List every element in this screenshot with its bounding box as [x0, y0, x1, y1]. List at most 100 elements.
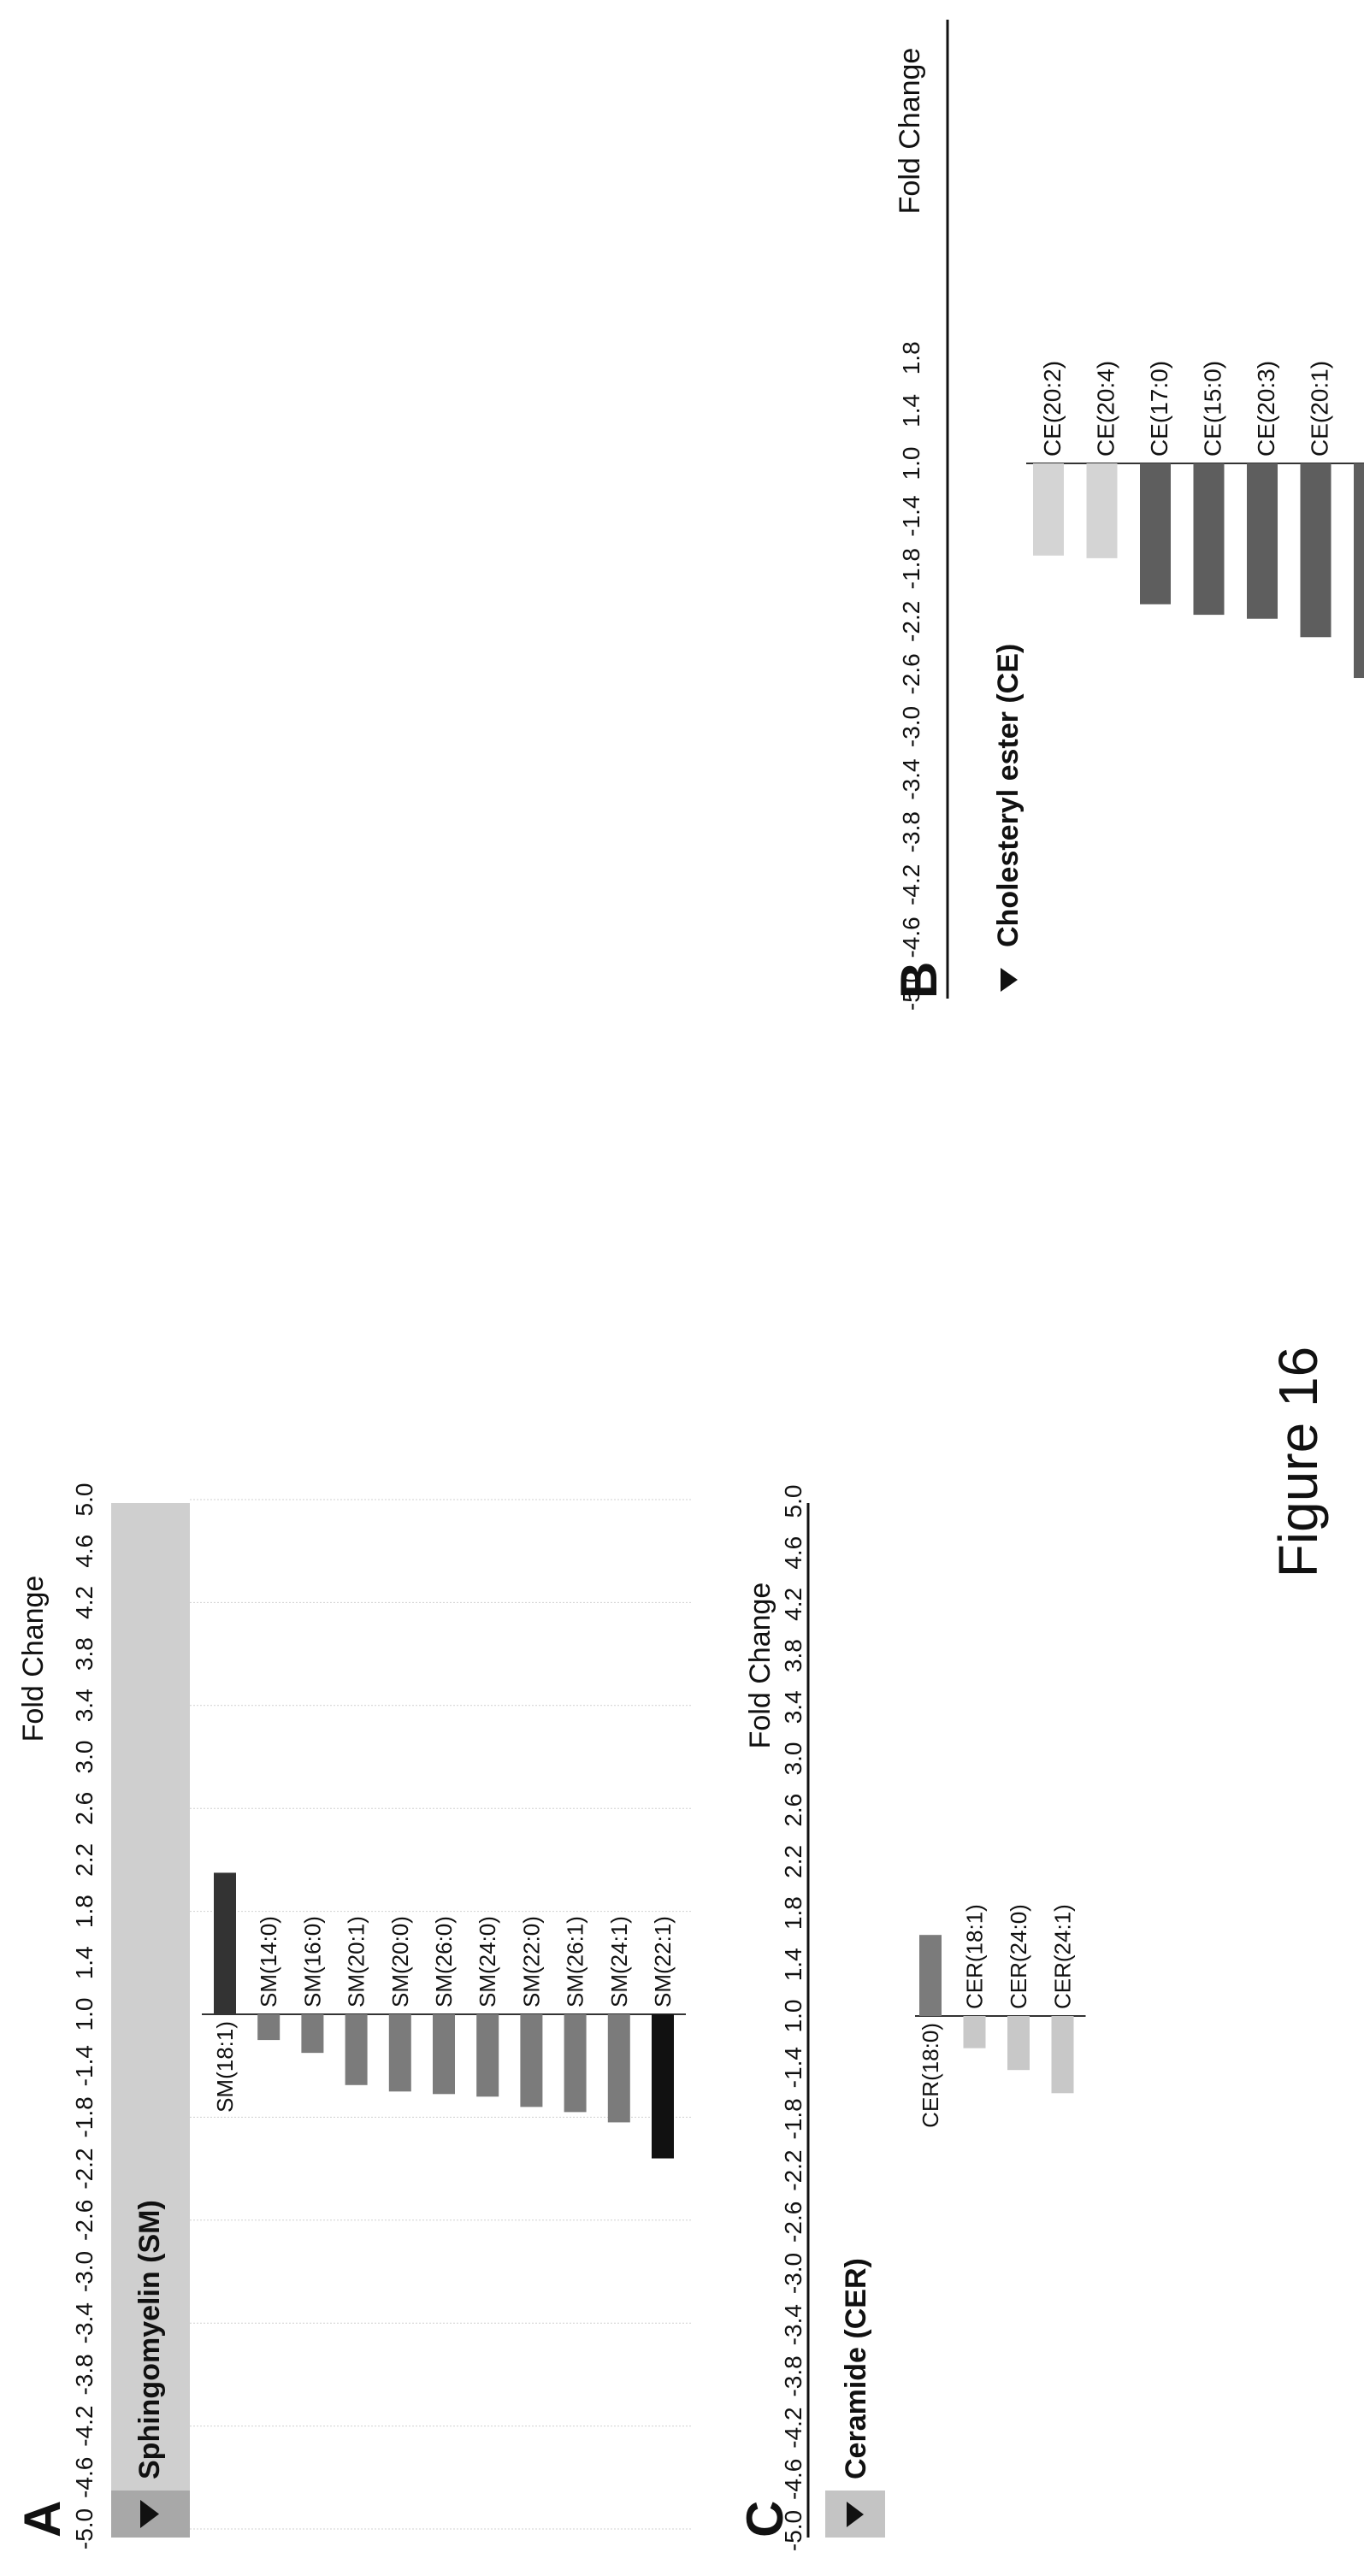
bar: [607, 2013, 630, 2123]
bar-category-label: CE(20:2): [1039, 361, 1066, 457]
axis-tick-label: 1.8: [898, 341, 924, 374]
bar: [1247, 463, 1278, 619]
axis-tick-label: 4.6: [71, 1535, 97, 1568]
bar-category-label: SM(20:0): [387, 1916, 413, 2007]
panel-a-section-title: Sphingomyelin (SM): [133, 2200, 166, 2479]
panel-b-cholesteryl-ester-chart: B Fold Change Cholesteryl ester (CE) -5.…: [890, 20, 1364, 1011]
panel-a-section-header-bar: [111, 1503, 190, 2538]
panel-b-section-header[interactable]: Cholesteryl ester (CE): [992, 644, 1024, 992]
axis-tick-label: -1.8: [898, 548, 924, 589]
bar-category-label: SM(18:1): [212, 2021, 238, 2113]
bar: [388, 2013, 411, 2092]
axis-tick-label: -5.0: [780, 2510, 806, 2551]
bar: [919, 1935, 942, 2016]
axis-tick-label: 1.0: [898, 447, 924, 480]
axis-tick-label: -2.2: [780, 2149, 806, 2190]
collapse-triangle-icon[interactable]: [847, 2502, 864, 2527]
bar-category-label: SM(20:1): [344, 1916, 369, 2007]
axis-tick-label: 3.0: [780, 1742, 806, 1776]
axis-tick-label: 1.4: [898, 394, 924, 427]
bar-category-label: CER(18:1): [962, 1904, 988, 2009]
bar: [433, 2014, 455, 2095]
axis-tick-label: -3.0: [898, 706, 924, 747]
axis-tick-label: 2.6: [780, 1794, 806, 1827]
axis-tick-label: -1.4: [71, 2045, 97, 2086]
bar-category-label: CE(20:1): [1307, 361, 1333, 457]
axis-tick-label: -1.8: [71, 2096, 97, 2137]
axis-tick-label: 4.2: [71, 1586, 97, 1619]
bar: [214, 1872, 236, 2014]
axis-tick-label: 1.8: [780, 1896, 806, 1930]
axis-tick-label: 3.0: [71, 1741, 97, 1774]
axis-tick-label: 4.6: [780, 1536, 806, 1570]
bar-category-label: SM(16:0): [299, 1916, 325, 2007]
axis-tick-label: 2.2: [780, 1845, 806, 1878]
bar: [1354, 463, 1364, 679]
axis-tick-label: 2.2: [71, 1843, 97, 1877]
bar-category-label: CE(17:0): [1146, 361, 1172, 457]
bar-category-label: SM(24:1): [606, 1916, 632, 2007]
panel-a-section-header[interactable]: Sphingomyelin (SM): [111, 1503, 190, 2538]
bar-category-label: CER(18:0): [918, 2023, 943, 2128]
bar: [963, 2016, 986, 2048]
panel-c-axis-ticks: -5.0 -4.6 -4.2 -3.8 -3.4 -3.0 -2.6 -2.2 -1.8 -1.4…: [780, 1485, 806, 2552]
bar-category-label: CE(18:3): [1360, 361, 1364, 457]
collapse-triangle-icon[interactable]: [1001, 968, 1018, 992]
panel-c-axis-title: Fold Change: [744, 1583, 776, 1749]
collapse-triangle-icon[interactable]: [140, 2500, 159, 2528]
panel-a-axis-ticks: -5.0 -4.6 -4.2 -3.8 -3.4 -3.0 -2.6 -2.2 -1.8 -1.4…: [71, 1483, 97, 2550]
axis-tick-label: -5.0: [898, 970, 924, 1011]
axis-tick-label: 1.4: [780, 1948, 806, 1981]
axis-tick-label: -3.0: [780, 2253, 806, 2294]
panel-b-bars: CE(20:2) CE(20:4) CE(17:0) CE(15:0) CE(20:3)…: [1026, 361, 1364, 679]
axis-tick-label: 4.2: [780, 1588, 806, 1621]
bar: [476, 2014, 499, 2097]
panel-a-letter: A: [14, 2501, 71, 2538]
axis-tick-label: -2.2: [71, 2148, 97, 2189]
panel-c-letter: C: [736, 2501, 794, 2538]
axis-tick-label: 5.0: [780, 1485, 806, 1518]
axis-tick-label: -1.4: [898, 495, 924, 536]
axis-tick-label: 3.8: [71, 1637, 97, 1671]
bar-category-label: CE(20:3): [1253, 361, 1279, 457]
axis-tick-label: -4.6: [71, 2457, 97, 2498]
axis-tick-label: -3.8: [780, 2355, 806, 2396]
axis-tick-label: 1.0: [71, 1998, 97, 2031]
axis-tick-label: -3.4: [898, 758, 924, 799]
panel-a-gridlines: [190, 1499, 693, 2530]
axis-tick-label: -2.6: [71, 2200, 97, 2241]
axis-tick-label: -4.6: [780, 2459, 806, 2500]
axis-tick-label: -1.8: [780, 2098, 806, 2139]
panel-b-axis-title: Fold Change: [894, 48, 926, 215]
panel-c-bars: CER(18:0) CER(18:1) CER(24:0) CER(24:1): [915, 1904, 1086, 2128]
axis-tick-label: -2.6: [898, 653, 924, 694]
bar-category-label: CE(20:4): [1093, 361, 1119, 457]
bar: [257, 2013, 280, 2041]
axis-tick-label: -5.0: [71, 2508, 97, 2549]
panel-b-letter: B: [890, 962, 948, 999]
axis-tick-label: -3.4: [780, 2304, 806, 2345]
panel-c-ceramide-chart: C Fold Change Ceramide (CER) -5.0 -4.6 -4.…: [736, 1485, 1086, 2552]
bar: [1086, 463, 1118, 558]
axis-tick-label: -4.2: [71, 2405, 97, 2446]
bar: [301, 2014, 324, 2054]
axis-tick-label: -1.4: [780, 2047, 806, 2088]
panel-c-section-title: Ceramide (CER): [840, 2258, 872, 2479]
bar-category-label: SM(22:1): [650, 1916, 676, 2007]
bar: [1193, 463, 1225, 616]
panel-a-axis-title: Fold Change: [17, 1576, 50, 1742]
panel-c-section-header[interactable]: Ceramide (CER): [825, 2258, 885, 2538]
panel-a-sphingomyelin-chart: A Fold Change Sphingomyelin (SM) -5.0 -4.…: [14, 1483, 693, 2550]
axis-tick-label: 2.6: [71, 1792, 97, 1825]
bar-category-label: CER(24:1): [1050, 1904, 1076, 2009]
figure-caption: Figure 16: [1267, 1347, 1329, 1577]
axis-tick-label: 1.8: [71, 1895, 97, 1928]
bar: [520, 2013, 543, 2107]
axis-tick-label: -3.4: [71, 2302, 97, 2343]
axis-tick-label: 5.0: [71, 1483, 97, 1517]
axis-tick-label: -4.2: [780, 2407, 806, 2448]
bar: [1007, 2016, 1030, 2071]
bar: [345, 2014, 368, 2085]
